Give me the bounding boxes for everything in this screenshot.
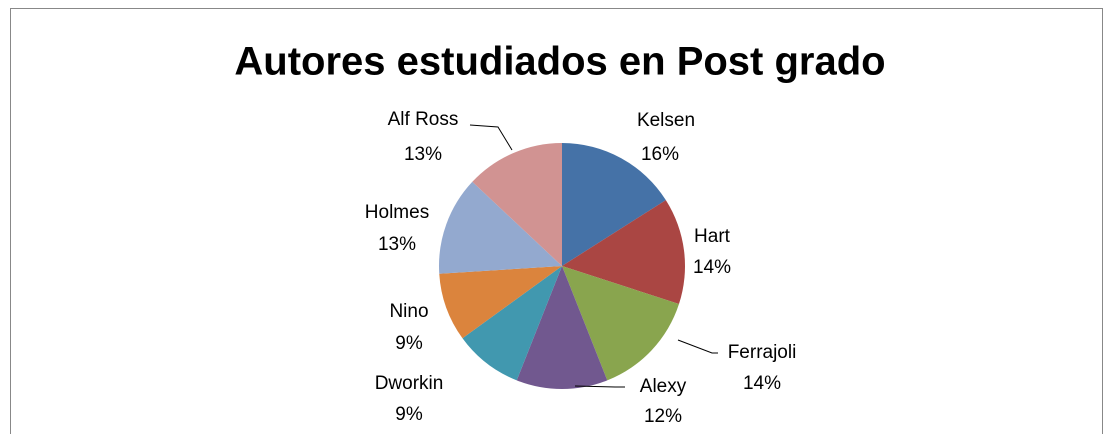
pie-slice [562,266,679,381]
pie-slice [438,181,562,274]
slice-label: Dworkin [375,373,444,394]
leader-line [469,124,513,151]
slice-value-label: 16% [641,144,679,165]
pie-slice [472,143,562,266]
chart-title: Autores estudiados en Post grado [234,40,885,84]
slice-value-label: 9% [395,404,423,425]
slice-label: Holmes [365,202,429,223]
slice-label: Alf Ross [388,109,459,130]
pie-slice [562,143,666,266]
slice-label: Hart [694,226,731,247]
slice-value-label: 14% [693,257,731,278]
pie-slice [462,266,562,381]
leader-line [574,385,625,388]
slice-value-label: 13% [378,234,416,255]
slice-value-label: 9% [395,333,423,354]
slice-label: Ferrajoli [728,342,797,363]
pie-slice [516,266,608,389]
slice-label: Alexy [640,376,687,397]
leader-line [677,339,718,354]
slice-value-label: 12% [644,406,682,427]
slice-label: Nino [389,301,428,322]
pie-slice [562,200,685,305]
slice-label: Kelsen [637,110,695,131]
slice-value-label: 13% [404,144,442,165]
pie-slice [439,266,562,339]
slice-value-label: 14% [743,373,781,394]
